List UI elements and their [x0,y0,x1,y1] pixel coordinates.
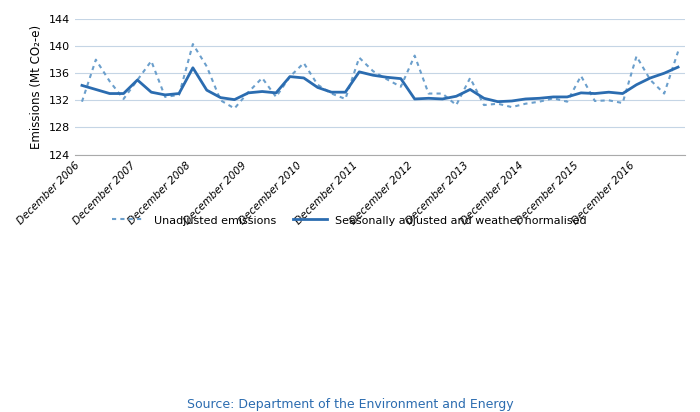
Seasonally adjusted and weather normalised [480,96,488,101]
Y-axis label: Emissions (Mt CO₂-e): Emissions (Mt CO₂-e) [30,25,43,149]
Unadjusted emissions [577,73,585,78]
Unadjusted emissions [397,84,405,89]
Seasonally adjusted and weather normalised [452,94,461,99]
Seasonally adjusted and weather normalised [577,90,585,95]
Unadjusted emissions [286,74,294,79]
Seasonally adjusted and weather normalised [314,85,322,90]
Seasonally adjusted and weather normalised [549,94,557,99]
Unadjusted emissions [383,77,391,82]
Seasonally adjusted and weather normalised [120,91,128,96]
Seasonally adjusted and weather normalised [369,73,377,78]
Unadjusted emissions [133,77,141,82]
Unadjusted emissions [120,96,128,101]
Text: Source: Department of the Environment and Energy: Source: Department of the Environment an… [187,398,513,411]
Seasonally adjusted and weather normalised [161,92,169,97]
Seasonally adjusted and weather normalised [92,87,100,92]
Seasonally adjusted and weather normalised [106,91,114,96]
Seasonally adjusted and weather normalised [202,88,211,93]
Unadjusted emissions [202,64,211,69]
Unadjusted emissions [106,79,114,84]
Seasonally adjusted and weather normalised [646,75,654,80]
Unadjusted emissions [314,82,322,87]
Unadjusted emissions [494,101,502,106]
Seasonally adjusted and weather normalised [660,71,668,76]
Unadjusted emissions [216,98,225,103]
Seasonally adjusted and weather normalised [383,75,391,80]
Seasonally adjusted and weather normalised [258,89,267,94]
Line: Unadjusted emissions: Unadjusted emissions [82,44,678,108]
Unadjusted emissions [410,53,419,58]
Unadjusted emissions [230,106,239,111]
Unadjusted emissions [618,101,626,105]
Unadjusted emissions [369,69,377,74]
Seasonally adjusted and weather normalised [397,76,405,81]
Legend: Unadjusted emissions, Seasonally adjusted and weather normalised: Unadjusted emissions, Seasonally adjuste… [108,211,592,230]
Seasonally adjusted and weather normalised [328,90,336,95]
Seasonally adjusted and weather normalised [341,90,349,95]
Seasonally adjusted and weather normalised [355,69,363,74]
Unadjusted emissions [660,91,668,96]
Unadjusted emissions [424,91,433,96]
Unadjusted emissions [300,61,308,66]
Unadjusted emissions [244,90,253,95]
Seasonally adjusted and weather normalised [424,96,433,101]
Unadjusted emissions [549,96,557,101]
Unadjusted emissions [563,99,571,104]
Unadjusted emissions [78,99,86,104]
Unadjusted emissions [355,55,363,60]
Seasonally adjusted and weather normalised [494,99,502,104]
Seasonally adjusted and weather normalised [466,87,475,92]
Seasonally adjusted and weather normalised [522,96,530,101]
Unadjusted emissions [147,59,155,63]
Unadjusted emissions [646,77,654,82]
Unadjusted emissions [438,91,447,96]
Unadjusted emissions [605,98,613,103]
Unadjusted emissions [272,94,280,99]
Seasonally adjusted and weather normalised [216,95,225,100]
Seasonally adjusted and weather normalised [618,91,626,96]
Unadjusted emissions [632,54,640,59]
Seasonally adjusted and weather normalised [632,82,640,87]
Seasonally adjusted and weather normalised [563,94,571,99]
Seasonally adjusted and weather normalised [591,91,599,96]
Seasonally adjusted and weather normalised [272,90,280,95]
Seasonally adjusted and weather normalised [175,91,183,96]
Line: Seasonally adjusted and weather normalised: Seasonally adjusted and weather normalis… [82,67,678,102]
Unadjusted emissions [536,99,544,104]
Unadjusted emissions [328,91,336,96]
Seasonally adjusted and weather normalised [674,65,682,70]
Unadjusted emissions [591,98,599,103]
Unadjusted emissions [508,105,516,110]
Unadjusted emissions [341,96,349,101]
Unadjusted emissions [92,57,100,62]
Unadjusted emissions [522,101,530,106]
Seasonally adjusted and weather normalised [300,75,308,80]
Unadjusted emissions [480,103,488,108]
Unadjusted emissions [452,103,461,108]
Unadjusted emissions [161,94,169,99]
Seasonally adjusted and weather normalised [133,77,141,82]
Seasonally adjusted and weather normalised [244,90,253,95]
Unadjusted emissions [258,75,267,80]
Unadjusted emissions [175,92,183,97]
Seasonally adjusted and weather normalised [536,96,544,101]
Seasonally adjusted and weather normalised [605,90,613,95]
Seasonally adjusted and weather normalised [78,83,86,88]
Seasonally adjusted and weather normalised [189,66,197,70]
Seasonally adjusted and weather normalised [410,96,419,101]
Seasonally adjusted and weather normalised [508,98,516,103]
Seasonally adjusted and weather normalised [230,97,239,102]
Seasonally adjusted and weather normalised [286,74,294,79]
Seasonally adjusted and weather normalised [147,90,155,95]
Unadjusted emissions [189,42,197,47]
Unadjusted emissions [466,75,475,80]
Unadjusted emissions [674,49,682,54]
Seasonally adjusted and weather normalised [438,96,447,101]
